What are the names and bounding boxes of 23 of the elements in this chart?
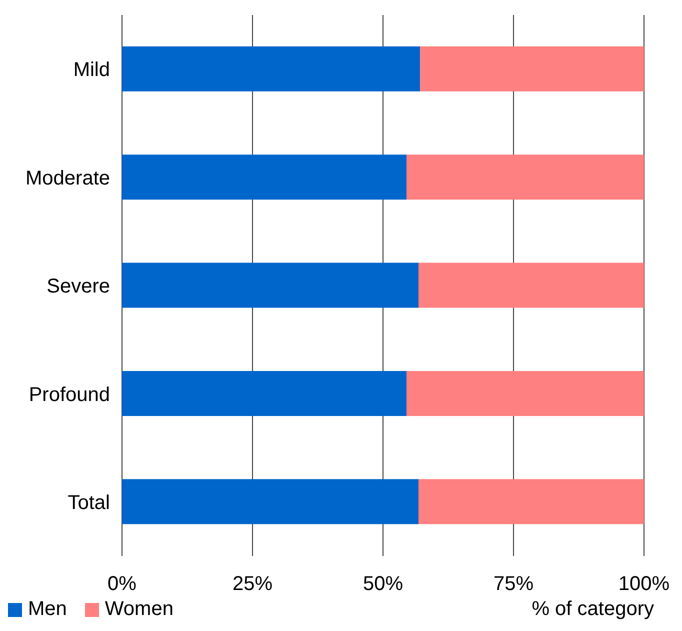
- x-axis-title: % of category: [532, 598, 654, 621]
- bar: [418, 262, 644, 308]
- y-tick-label: Profound: [28, 384, 110, 406]
- x-tick-label: 50%: [362, 573, 404, 596]
- x-tick-label: 0%: [108, 573, 137, 596]
- x-tick-label: 100%: [618, 573, 670, 596]
- legend-label: Women: [104, 598, 174, 621]
- bar: [122, 46, 420, 92]
- bar: [122, 370, 406, 416]
- bar: [122, 262, 418, 308]
- y-tick-label: Total: [68, 492, 110, 514]
- bar: [122, 154, 406, 200]
- bar: [406, 370, 644, 416]
- bar: [420, 46, 644, 92]
- y-tick-label: Mild: [73, 59, 110, 82]
- bar: [418, 479, 644, 524]
- bar: [122, 479, 418, 524]
- bar: [406, 154, 644, 200]
- x-tick-label: 75%: [493, 573, 534, 596]
- y-tick-label: Moderate: [26, 167, 110, 190]
- y-tick-label: Severe: [46, 276, 110, 298]
- x-tick-label: 25%: [232, 573, 273, 596]
- legend-label: Men: [28, 598, 67, 621]
